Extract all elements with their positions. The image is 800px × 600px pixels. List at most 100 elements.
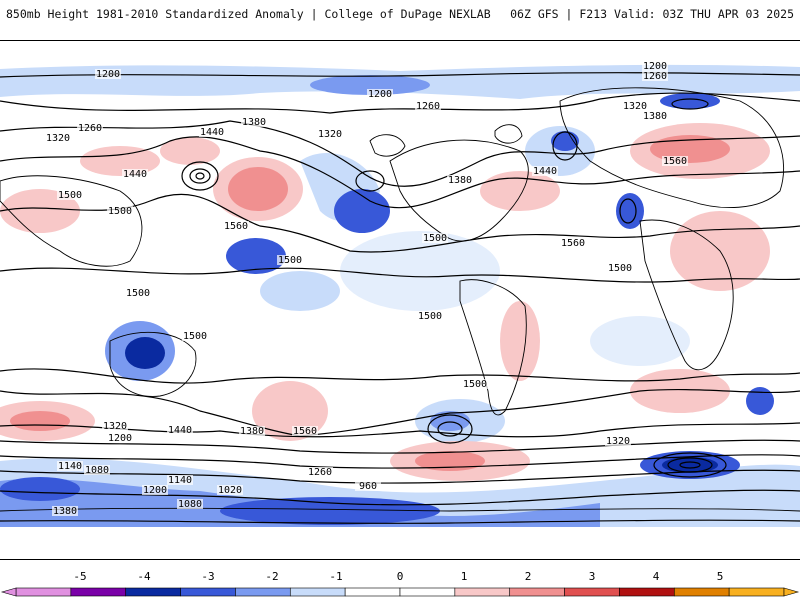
contour-label-bg	[199, 127, 225, 137]
contour-label: 1080	[178, 499, 202, 510]
contour-label-bg	[223, 221, 249, 231]
contour-label: 1320	[318, 129, 342, 140]
contour-label-bg	[642, 111, 668, 121]
contour-label-bg	[367, 89, 393, 99]
contour-label: 1560	[561, 238, 585, 249]
contour-label: 1020	[218, 485, 242, 496]
contour-label: 1260	[78, 123, 102, 134]
coastlines	[0, 87, 800, 512]
map-panel: 1200 1200 1200 1260 1260 1260 1320 1320 1320 1380…	[0, 40, 800, 560]
contour-label-bg	[605, 436, 631, 446]
contour-label-bg	[142, 485, 168, 495]
contour-label: 1140	[58, 461, 82, 472]
contour-label-bg	[182, 331, 208, 341]
contour-label-bg	[84, 465, 110, 475]
contour-label: 1440	[533, 166, 557, 177]
contour-label: 1500	[423, 233, 447, 244]
colorbar-strip	[0, 587, 800, 597]
contour-label: 1260	[308, 467, 332, 478]
colorbar-min-arrow	[0, 587, 17, 597]
contour-label: 1560	[663, 156, 687, 167]
colorbar-segment	[180, 587, 236, 597]
contour-label-bg	[77, 123, 103, 133]
contour-label: 1500	[108, 206, 132, 217]
colorbar-tick-label: 4	[652, 570, 660, 583]
colorbar-segment	[289, 587, 346, 597]
contour-label-bg	[217, 485, 243, 495]
contour-label-bg	[560, 238, 586, 248]
contour-label: 1200	[108, 433, 132, 444]
contour-label: 1500	[58, 190, 82, 201]
contour-label-bg	[239, 426, 265, 436]
contour-label-bg	[642, 71, 668, 81]
height-contours	[0, 72, 800, 525]
contour-label-bg	[52, 506, 78, 516]
negative-anomaly-shading	[0, 64, 800, 527]
contour-label-bg	[241, 117, 267, 127]
colorbar-segment	[70, 587, 127, 597]
contour-label: 1320	[46, 133, 70, 144]
colorbar: -5 -4 -3 -2 -1 0 1 2 3 4 5	[0, 570, 800, 600]
contour-label-bg	[462, 379, 488, 389]
colorbar-tick-label: 5	[716, 570, 724, 583]
contour-label: 1200	[643, 61, 667, 72]
contour-label-bg	[125, 288, 151, 298]
contour-label-bg	[417, 311, 443, 321]
colorbar-segment	[125, 587, 181, 597]
colorbar-max-arrow	[783, 587, 800, 597]
contour-label: 1380	[53, 506, 77, 517]
contour-label: 1320	[623, 101, 647, 112]
contour-label-bg	[95, 69, 121, 79]
contour-label: 1500	[463, 379, 487, 390]
colorbar-tick-label: -5	[73, 570, 87, 583]
contour-label-bg	[642, 61, 668, 71]
contour-label-bg	[662, 156, 688, 166]
contour-label-bg	[57, 190, 83, 200]
contour-label-bg	[167, 425, 193, 435]
contour-label: 1380	[240, 426, 264, 437]
colorbar-tick-label: 2	[524, 570, 532, 583]
colorbar-segment	[15, 587, 72, 597]
contour-label: 1080	[85, 465, 109, 476]
contour-label: 1500	[183, 331, 207, 342]
colorbar-tick-label: -3	[201, 570, 215, 583]
contour-label-bg	[167, 475, 193, 485]
colorbar-tick-label: 3	[588, 570, 596, 583]
contour-label: 1500	[126, 288, 150, 299]
contour-label-bg	[107, 433, 133, 443]
colorbar-segment	[454, 587, 511, 597]
contour-label: 1200	[368, 89, 392, 100]
contour-label: 1500	[278, 255, 302, 266]
colorbar-segment	[619, 587, 675, 597]
colorbar-segment	[728, 587, 785, 597]
contour-label: 1320	[103, 421, 127, 432]
contour-label: 1560	[224, 221, 248, 232]
title-bar: 850mb Height 1981-2010 Standardized Anom…	[0, 0, 800, 28]
contour-label-bg	[415, 101, 441, 111]
contour-label: 1260	[643, 71, 667, 82]
contour-label-bg	[355, 481, 381, 491]
contour-label-bg	[422, 233, 448, 243]
contour-label: 1500	[608, 263, 632, 274]
colorbar-tick-label: -1	[329, 570, 343, 583]
contour-label: 1440	[123, 169, 147, 180]
contour-label-bg	[317, 129, 343, 139]
colorbar-segment	[509, 587, 565, 597]
contour-label-bg	[102, 421, 128, 431]
contour-label-bg	[447, 175, 473, 185]
contour-label: 1440	[200, 127, 224, 138]
contour-label-bg	[307, 467, 333, 477]
contour-label: 1440	[168, 425, 192, 436]
contour-label-bg	[622, 101, 648, 111]
contour-label-bg	[45, 133, 71, 143]
colorbar-segment	[564, 587, 620, 597]
contour-label: 1200	[143, 485, 167, 496]
contour-label: 1200	[96, 69, 120, 80]
colorbar-segment	[344, 587, 401, 597]
contour-label-bg	[122, 169, 148, 179]
colorbar-tick-label: 0	[396, 570, 404, 583]
contour-label: 1560	[293, 426, 317, 437]
contour-label-bg	[532, 166, 558, 176]
contour-label: 1380	[643, 111, 667, 122]
